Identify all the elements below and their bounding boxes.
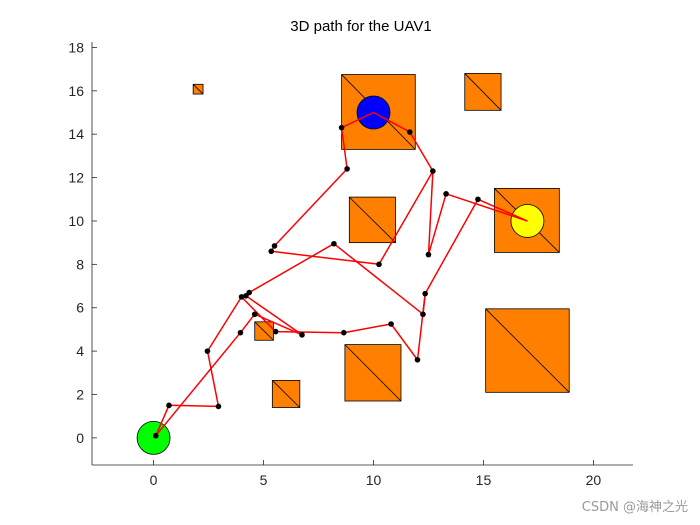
- waypoint: [238, 294, 245, 300]
- waypoint: [425, 251, 432, 258]
- waypoint: [414, 356, 421, 363]
- flight-path-1: [155, 198, 528, 436]
- waypoint: [204, 348, 211, 354]
- waypoint: [388, 321, 394, 327]
- obstacle-diagonal-4: [349, 196, 396, 243]
- waypoint: [341, 329, 347, 336]
- obstacle-diagonal-7: [344, 344, 402, 402]
- waypoint: [406, 129, 413, 135]
- axes: 0 5 10 15 20 0 2 4 6 8 10 12 14 16 18: [68, 39, 633, 488]
- waypoint: [376, 261, 382, 268]
- waypoint: [272, 328, 279, 335]
- waypoint: [215, 403, 222, 410]
- plot-area: [136, 73, 570, 455]
- x-tick-label: 10: [366, 472, 382, 488]
- waypoint: [338, 124, 345, 131]
- x-tick-label: 5: [260, 472, 268, 488]
- y-tick-label: 4: [76, 343, 84, 359]
- waypoint: [344, 166, 350, 172]
- waypoint: [420, 311, 426, 318]
- waypoint: [166, 402, 172, 409]
- waypoint: [243, 293, 249, 299]
- x-tick-label: 15: [476, 472, 492, 488]
- waypoint: [422, 290, 428, 297]
- y-tick-label: 16: [68, 83, 84, 99]
- y-tick-label: 8: [76, 256, 84, 272]
- waypoint: [475, 196, 481, 203]
- watermark: CSDN @海神之光: [581, 500, 688, 515]
- obstacle-diagonal-1: [192, 84, 204, 95]
- y-tick-label: 2: [76, 387, 84, 403]
- flight-path-2: [373, 111, 528, 256]
- waypoint: [299, 332, 305, 338]
- y-tick-label: 14: [68, 126, 84, 142]
- obstacle-diagonal-6: [485, 308, 570, 393]
- y-tick-label: 12: [68, 170, 84, 186]
- x-tick-label: 0: [150, 472, 158, 488]
- waypoint: [268, 248, 275, 255]
- waypoint: [443, 191, 449, 197]
- waypoint: [152, 432, 159, 439]
- obstacle-diagonal-3: [464, 73, 502, 111]
- y-tick-label: 6: [76, 300, 84, 316]
- waypoint: [271, 243, 278, 249]
- waypoint: [251, 311, 258, 318]
- waypoint: [237, 329, 244, 336]
- target-intermediate: [510, 204, 545, 238]
- y-tick-label: 10: [68, 213, 84, 229]
- target-start: [136, 420, 171, 455]
- obstacle-diagonal-8: [254, 321, 274, 341]
- waypoint: [430, 168, 436, 174]
- x-tick-label: 20: [586, 472, 602, 488]
- obstacle-diagonal-9: [272, 380, 301, 408]
- waypoint: [331, 240, 337, 247]
- y-tick-label: 18: [68, 39, 84, 55]
- y-tick-label: 0: [76, 430, 84, 446]
- chart-title: 3D path for the UAV1: [290, 18, 431, 35]
